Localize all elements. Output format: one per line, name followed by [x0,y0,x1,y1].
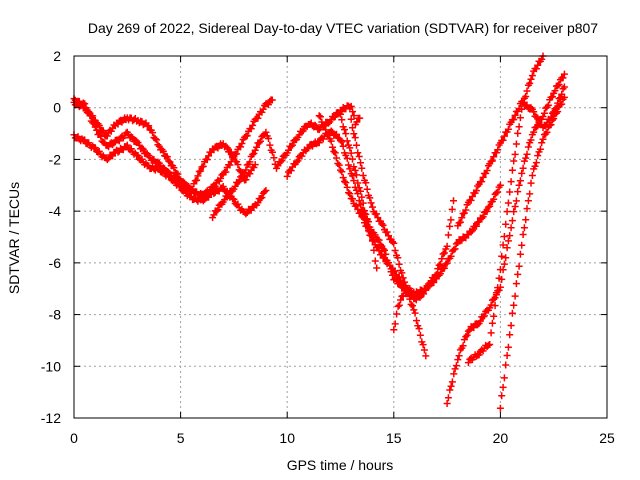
axis-ticks [73,55,608,419]
data-series [390,287,428,334]
data-series [283,127,457,302]
y-tick-label: -10 [41,358,61,374]
data-point-markers [347,115,430,360]
data-point-markers [454,83,568,230]
y-axis-label: SDTVAR / TECUs [6,182,22,294]
data-series [337,110,381,272]
x-axis-label: GPS time / hours [287,457,394,473]
data-point-markers [337,110,381,272]
x-tick-label: 0 [70,430,78,446]
data-point-markers [209,102,364,222]
data-series [454,83,568,230]
data-series [209,102,364,222]
x-tick-label: 20 [493,430,509,446]
data-point-markers [283,127,457,302]
x-tick-label: 10 [279,430,295,446]
data-series [347,115,430,360]
data-series [315,112,504,298]
plot-area [70,52,568,412]
data-point-markers [70,98,259,194]
x-tick-label: 15 [386,430,402,446]
y-tick-label: 2 [53,48,61,64]
y-tick-label: 0 [53,100,61,116]
chart-title: Day 269 of 2022, Sidereal Day-to-day VTE… [88,20,598,36]
x-tick-label: 5 [177,430,185,446]
data-point-markers [315,112,504,298]
data-point-markers [496,93,568,412]
y-tick-label: -12 [41,410,61,426]
y-tick-label: -8 [49,307,62,323]
x-tick-label: 25 [599,430,615,446]
data-point-markers [464,52,547,367]
data-series [464,52,547,367]
y-tick-label: -4 [49,203,62,219]
y-tick-label: -6 [49,255,62,271]
data-series [70,98,259,194]
y-tick-label: -2 [49,151,62,167]
data-point-markers [390,287,428,334]
plot-frame [73,55,608,419]
data-series [496,93,568,412]
